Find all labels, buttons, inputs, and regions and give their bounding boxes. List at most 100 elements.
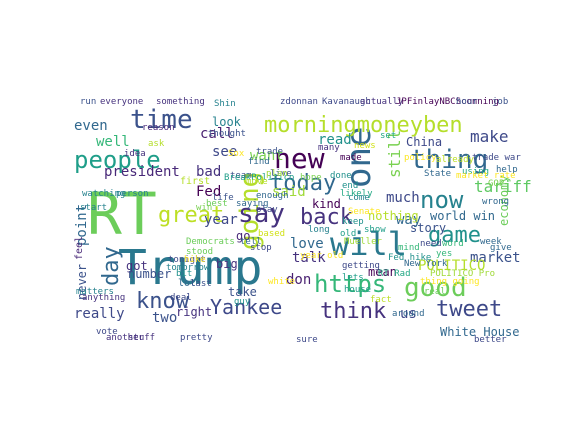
word-going: going bbox=[235, 172, 265, 250]
word-lets: lets bbox=[342, 273, 364, 283]
word-fed-hike: Fed hike bbox=[388, 253, 431, 263]
word-vote: vote bbox=[96, 327, 118, 337]
word-read: read bbox=[318, 132, 352, 148]
word-anything: anything bbox=[82, 293, 125, 303]
word-great: great bbox=[158, 203, 224, 228]
word-talk: talk bbox=[292, 250, 326, 266]
word-last: last bbox=[190, 279, 212, 289]
word-yes: yes bbox=[436, 249, 452, 259]
word-tomorrow: tomorrow bbox=[166, 263, 210, 273]
word-another: another bbox=[106, 333, 145, 343]
word-deal: deal bbox=[170, 293, 192, 303]
word-market: market bbox=[470, 250, 521, 266]
word-china: China bbox=[406, 135, 442, 149]
word-sox: Sox bbox=[228, 149, 245, 159]
word-story: story bbox=[410, 221, 446, 235]
word-person: person bbox=[116, 189, 149, 199]
word-live: live bbox=[270, 169, 292, 179]
word-enough: enough bbox=[256, 191, 289, 201]
word-give: give bbox=[490, 243, 512, 253]
word-look: look bbox=[212, 115, 242, 129]
word-president: president bbox=[104, 164, 180, 180]
word-old: old bbox=[340, 229, 356, 239]
word-reason: reason bbox=[142, 123, 175, 133]
word-day: day bbox=[99, 246, 124, 286]
word-stuff: stuff bbox=[128, 333, 155, 343]
word-made: made bbox=[340, 153, 362, 163]
word-tell: tell bbox=[240, 237, 262, 247]
word-rt-rad: RT Rad bbox=[378, 269, 411, 279]
word-saying: saying bbox=[236, 199, 269, 209]
word-find: find bbox=[248, 157, 270, 167]
word-never: never bbox=[75, 264, 89, 300]
word-really: really bbox=[74, 306, 125, 322]
word-something: something bbox=[156, 97, 205, 107]
word-make: make bbox=[470, 127, 509, 146]
word-wrong: wrong bbox=[482, 197, 509, 207]
word-new-york: New York bbox=[404, 259, 448, 269]
word-time: time bbox=[130, 105, 193, 135]
word-start: start bbox=[80, 203, 107, 213]
word-hope: hope bbox=[300, 173, 322, 183]
word-need: need bbox=[420, 239, 442, 249]
word-thing: thing bbox=[410, 145, 488, 175]
word-better: better bbox=[474, 335, 507, 345]
word-kavanaugh: Kavanaugh bbox=[322, 97, 371, 107]
word-plan: plan bbox=[266, 169, 288, 179]
word-said: said bbox=[272, 184, 306, 200]
word-even: even bbox=[74, 118, 108, 134]
word-white-house: White House bbox=[440, 325, 519, 339]
word-based: based bbox=[258, 229, 285, 239]
word-ask: ask bbox=[148, 139, 165, 149]
word-morningmoneyben: morningmoneyben bbox=[264, 113, 463, 138]
word-using: using bbox=[462, 167, 489, 177]
word-kind: kind bbox=[312, 197, 341, 211]
word-end: end bbox=[342, 181, 358, 191]
word-much: much bbox=[386, 190, 420, 206]
word-team: team bbox=[230, 171, 252, 181]
word-one: one bbox=[339, 127, 379, 188]
word-two: two bbox=[152, 310, 177, 326]
word-jpfinlaynbcsconning: JPFinlayNBCSconning bbox=[396, 97, 499, 107]
word-got: got bbox=[126, 259, 148, 273]
word-best: best bbox=[206, 199, 228, 209]
word-now: now bbox=[420, 186, 464, 214]
word-politico: POLITICO bbox=[418, 258, 485, 274]
word-good: good bbox=[404, 273, 467, 303]
word-way: way bbox=[396, 212, 421, 228]
word-lot: lot bbox=[178, 278, 196, 289]
word-trump: Trump bbox=[118, 240, 263, 296]
word-game: game bbox=[428, 223, 481, 248]
word-idea: idea bbox=[124, 149, 146, 159]
word-getting: getting bbox=[342, 261, 380, 271]
word-mind: mind bbox=[398, 243, 420, 253]
word-mean: mean bbox=[368, 265, 397, 279]
word-word: word bbox=[442, 239, 464, 249]
word-new: new bbox=[274, 142, 325, 175]
word-fact: fact bbox=[370, 295, 392, 305]
word-us: us bbox=[400, 306, 417, 322]
word-already: already bbox=[436, 155, 475, 165]
word-sure: sure bbox=[296, 335, 318, 345]
word-keep: keep bbox=[342, 217, 364, 227]
word-today: today bbox=[270, 171, 336, 196]
word-bad: bad bbox=[196, 164, 221, 180]
word-thought: thought bbox=[208, 129, 246, 139]
word-want: want bbox=[250, 148, 284, 164]
word-will: will bbox=[330, 225, 407, 263]
word-long: long bbox=[308, 225, 330, 235]
word-job: job bbox=[492, 97, 508, 107]
word-go: go bbox=[236, 229, 250, 243]
word-see: see bbox=[212, 144, 237, 160]
word-don: don bbox=[286, 272, 311, 288]
word-guy: guy bbox=[234, 297, 251, 307]
word-rt: RT bbox=[87, 180, 157, 248]
word-set: set bbox=[380, 131, 396, 141]
word-everyone: everyone bbox=[100, 97, 143, 107]
word-trade: trade bbox=[256, 147, 283, 157]
word-well: well bbox=[96, 134, 130, 150]
word-state: State bbox=[424, 169, 451, 179]
word-around: around bbox=[392, 309, 425, 319]
word-many: many bbox=[318, 143, 340, 153]
